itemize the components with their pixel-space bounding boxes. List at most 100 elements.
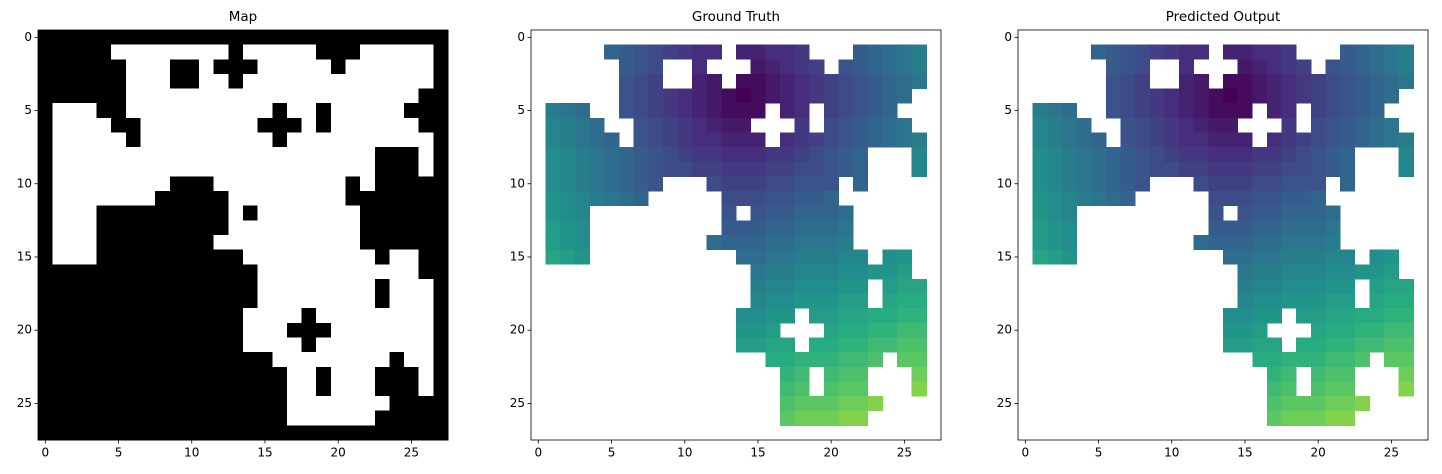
heatmap-cell — [360, 176, 376, 192]
heatmap-cell — [809, 73, 825, 89]
heatmap-cell — [736, 308, 752, 324]
heatmap-cell — [228, 308, 244, 324]
heatmap-cell — [897, 322, 913, 338]
heatmap-cell — [316, 132, 332, 148]
heatmap-cell — [155, 30, 171, 46]
heatmap-cell — [81, 59, 97, 75]
heatmap-cell — [750, 337, 766, 353]
heatmap-cell — [257, 220, 273, 236]
heatmap-cell — [1061, 103, 1077, 119]
heatmap-cell — [433, 59, 449, 75]
heatmap-cell — [1120, 88, 1136, 104]
heatmap-cell — [1237, 44, 1253, 60]
heatmap-cell — [81, 249, 97, 265]
heatmap-cell — [67, 191, 83, 207]
heatmap-cell — [199, 161, 215, 177]
heatmap-cell — [1384, 337, 1400, 353]
heatmap-cell — [750, 235, 766, 251]
heatmap-cell — [1047, 147, 1063, 163]
heatmap-cell — [618, 88, 634, 104]
heatmap-cell — [111, 103, 127, 119]
heatmap-cell — [374, 337, 390, 353]
heatmap-cell — [345, 366, 361, 382]
heatmap-cell — [286, 322, 302, 338]
heatmap-cell — [330, 293, 346, 309]
heatmap-cell — [1340, 308, 1356, 324]
heatmap-cell — [1266, 352, 1282, 368]
heatmap-cell — [316, 220, 332, 236]
heatmap-cell — [545, 191, 561, 207]
heatmap-cell — [199, 117, 215, 133]
heatmap-cell — [389, 161, 405, 177]
heatmap-cell — [1325, 322, 1341, 338]
heatmap-cell — [618, 103, 634, 119]
heatmap-cell — [330, 73, 346, 89]
heatmap-cell — [81, 147, 97, 163]
heatmap-cell — [38, 352, 54, 368]
heatmap-cell — [604, 176, 620, 192]
heatmap-cell — [345, 103, 361, 119]
heatmap-cell — [1340, 59, 1356, 75]
heatmap-cell — [765, 205, 781, 221]
heatmap-cell — [213, 30, 229, 46]
heatmap-cell — [618, 73, 634, 89]
heatmap-cell — [52, 147, 68, 163]
heatmap-cell — [823, 352, 839, 368]
heatmap-cell — [38, 425, 54, 441]
heatmap-cell — [1223, 147, 1239, 163]
heatmap-cell — [1135, 132, 1151, 148]
heatmap-cell — [809, 352, 825, 368]
heatmap-cell — [257, 410, 273, 426]
heatmap-cell — [1340, 147, 1356, 163]
heatmap-cell — [1398, 161, 1414, 177]
heatmap-cell — [1252, 293, 1268, 309]
heatmap-cell — [1237, 191, 1253, 207]
heatmap-cell — [1310, 176, 1326, 192]
heatmap-cell — [404, 322, 420, 338]
heatmap-cell — [155, 381, 171, 397]
heatmap-cell — [882, 293, 898, 309]
heatmap-cell — [1149, 147, 1165, 163]
heatmap-cell — [1281, 205, 1297, 221]
heatmap-cell — [1266, 103, 1282, 119]
heatmap-cell — [1266, 337, 1282, 353]
heatmap-cell — [1266, 410, 1282, 426]
heatmap-cell — [81, 337, 97, 353]
x-tick-label: 10 — [184, 446, 199, 460]
heatmap-cell — [779, 73, 795, 89]
heatmap-cell — [1340, 73, 1356, 89]
heatmap-cell — [345, 30, 361, 46]
heatmap-cell — [155, 103, 171, 119]
heatmap-cell — [1310, 366, 1326, 382]
heatmap-cell — [360, 30, 376, 46]
heatmap-cell — [301, 278, 317, 294]
heatmap-cell — [633, 176, 649, 192]
heatmap-cell — [301, 147, 317, 163]
heatmap-cell — [1237, 308, 1253, 324]
heatmap-cell — [330, 381, 346, 397]
heatmap-cell — [1252, 88, 1268, 104]
heatmap-cell — [316, 337, 332, 353]
heatmap-cell — [169, 30, 185, 46]
heatmap-cell — [838, 396, 854, 412]
heatmap-cell — [809, 337, 825, 353]
heatmap-cell — [184, 425, 200, 441]
heatmap-cell — [404, 293, 420, 309]
heatmap-cell — [272, 425, 288, 441]
heatmap-cell — [882, 103, 898, 119]
y-tick-label: 25 — [997, 396, 1012, 410]
heatmap-cell — [272, 308, 288, 324]
heatmap-cell — [809, 205, 825, 221]
heatmap-cell — [389, 249, 405, 265]
heatmap-cell — [184, 381, 200, 397]
heatmap-cell — [823, 278, 839, 294]
heatmap-cell — [1384, 264, 1400, 280]
heatmap-cell — [52, 132, 68, 148]
heatmap-cell — [38, 410, 54, 426]
heatmap-cell — [838, 103, 854, 119]
x-tick-label: 20 — [331, 446, 346, 460]
heatmap-cell — [228, 381, 244, 397]
heatmap-cell — [228, 117, 244, 133]
heatmap-cell — [52, 103, 68, 119]
heatmap-cell — [1296, 191, 1312, 207]
